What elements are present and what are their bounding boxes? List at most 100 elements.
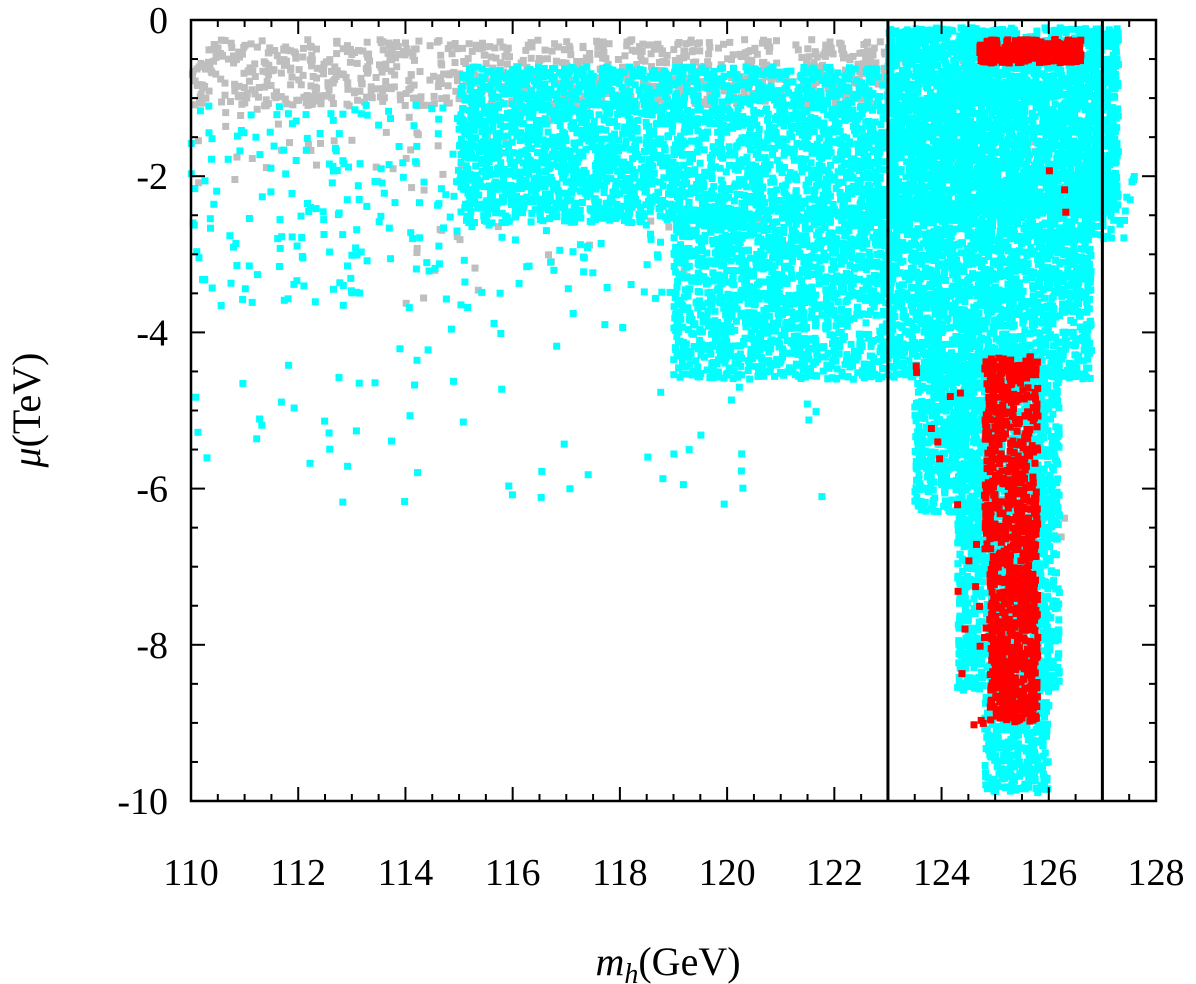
data-point: [599, 65, 607, 73]
data-point: [845, 185, 852, 193]
data-point: [541, 91, 549, 99]
data-point: [702, 83, 710, 91]
data-point: [623, 38, 631, 46]
data-point: [852, 239, 860, 247]
data-point: [555, 200, 563, 208]
data-point: [715, 297, 723, 305]
data-point: [265, 61, 273, 69]
data-point: [536, 83, 544, 91]
data-point: [672, 346, 680, 353]
data-point: [780, 188, 788, 196]
data-point: [333, 67, 341, 75]
data-point: [602, 126, 610, 134]
data-point: [325, 86, 333, 94]
data-point: [702, 276, 709, 284]
data-point: [719, 64, 727, 72]
data-point: [671, 251, 679, 259]
data-point: [810, 196, 818, 203]
data-point: [479, 39, 486, 47]
data-point: [1028, 138, 1036, 146]
data-point: [659, 182, 667, 190]
data-point: [579, 42, 587, 50]
data-point: [263, 78, 271, 85]
data-point: [744, 367, 752, 374]
data-point: [869, 358, 877, 366]
data-point: [517, 111, 525, 119]
data-point: [572, 95, 580, 103]
data-point: [534, 104, 541, 111]
data-point: [817, 196, 825, 204]
data-point: [793, 101, 801, 109]
data-point: [773, 204, 781, 212]
data-point: [471, 219, 478, 226]
data-point: [837, 148, 845, 156]
data-point: [733, 82, 741, 90]
data-point: [517, 81, 524, 89]
data-point: [773, 320, 781, 328]
data-point: [808, 313, 815, 321]
data-point: [739, 270, 747, 277]
data-point: [742, 156, 750, 164]
data-point: [525, 170, 533, 178]
data-point: [307, 42, 314, 50]
data-point: [677, 98, 685, 106]
data-point: [799, 354, 807, 362]
data-point: [672, 324, 679, 332]
data-point: [798, 268, 806, 276]
data-point: [663, 59, 671, 67]
data-point: [444, 82, 452, 90]
data-point: [567, 51, 575, 59]
data-point: [790, 156, 798, 164]
data-point: [756, 225, 764, 233]
data-point: [854, 209, 862, 217]
data-point: [675, 300, 682, 308]
data-point: [760, 306, 768, 314]
data-point: [776, 281, 784, 289]
data-point: [659, 104, 667, 112]
data-point: [401, 102, 409, 109]
data-point: [874, 186, 882, 194]
data-point: [575, 68, 582, 76]
data-point: [475, 43, 483, 51]
data-point: [810, 59, 818, 67]
data-point: [591, 203, 599, 210]
data-point: [697, 370, 705, 377]
data-point: [687, 120, 695, 128]
data-point: [343, 48, 351, 56]
data-point: [646, 207, 654, 215]
data-point: [851, 214, 859, 222]
data-point: [451, 40, 459, 47]
data-point: [465, 40, 473, 48]
data-point: [845, 84, 853, 92]
data-point: [723, 222, 731, 230]
data-point: [522, 162, 530, 170]
data-point: [841, 192, 849, 200]
data-point: [837, 153, 845, 161]
data-point: [622, 140, 630, 148]
data-point: [771, 144, 779, 152]
data-point: [839, 336, 847, 344]
data-point: [784, 337, 791, 345]
data-point: [853, 205, 861, 213]
data-point: [781, 85, 789, 93]
data-point: [321, 92, 329, 100]
data-point: [251, 73, 259, 80]
data-point: [809, 64, 817, 72]
data-point: [643, 134, 651, 142]
data-point: [810, 221, 818, 229]
data-point: [680, 267, 688, 275]
data-point: [854, 148, 862, 156]
data-point: [205, 87, 213, 95]
data-point: [214, 44, 222, 52]
data-point: [781, 331, 789, 339]
data-point: [820, 343, 828, 351]
data-point: [608, 137, 616, 145]
data-point: [714, 128, 722, 136]
data-point: [674, 215, 682, 223]
data-point: [503, 49, 511, 56]
data-point: [508, 122, 516, 130]
data-point: [808, 171, 816, 179]
data-point: [697, 311, 705, 319]
data-point: [815, 69, 823, 77]
data-point: [221, 79, 229, 87]
